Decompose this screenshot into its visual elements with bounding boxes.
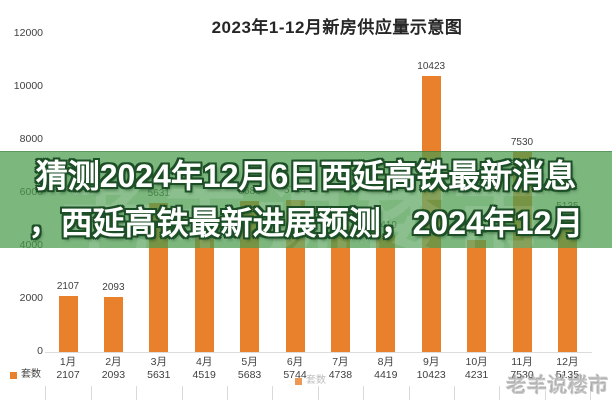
- bar-12月: [557, 216, 577, 352]
- table-column-separator: [590, 386, 592, 400]
- data-table-value: 5683: [237, 369, 262, 381]
- x-axis-label-4月: 4月: [196, 356, 213, 368]
- y-axis-tick-label: 0: [37, 345, 43, 357]
- table-column-separator: [453, 386, 455, 400]
- data-table-value: 5631: [147, 369, 171, 381]
- site-watermark: 老羊说楼市: [506, 375, 609, 397]
- x-axis-label-3月: 3月: [150, 356, 167, 368]
- table-column-separator: [226, 386, 228, 400]
- x-axis-label-6月: 6月: [286, 356, 304, 368]
- headline-line-1: 猜测2024年12月6日西延高铁最新消息: [35, 158, 577, 194]
- data-table-value: 2093: [101, 369, 126, 381]
- chart-legend-bottom: 套数: [295, 376, 326, 386]
- x-axis-label-1月: 1月: [59, 356, 77, 368]
- headline-overlay-banner: 老羊说楼市 猜测2024年12月6日西延高铁最新消息 ，西延高铁最新进展预测，2…: [0, 151, 612, 248]
- data-table-value: 4738: [328, 369, 353, 381]
- data-table-value: 5135: [555, 369, 580, 381]
- x-axis-label-10月: 10月: [465, 356, 488, 368]
- series-name-label: 套数: [21, 369, 41, 380]
- table-column-separator: [544, 386, 546, 400]
- banner-ghost-watermark: 老羊说楼市: [60, 170, 551, 248]
- data-table-value: 4231: [464, 369, 489, 381]
- chart-title: 2023年1-12月新房供应量示意图: [211, 18, 463, 37]
- bar-10月: [467, 240, 487, 352]
- table-column-separator: [408, 386, 410, 400]
- table-column-separator: [499, 386, 501, 400]
- bar-value-label: 10423: [417, 61, 446, 72]
- x-axis-label-11月: 11月: [511, 356, 533, 368]
- bar-value-label: 7530: [510, 137, 534, 148]
- table-column-separator: [363, 386, 365, 400]
- data-table-value: 2107: [56, 369, 80, 381]
- bar-2月: [103, 297, 123, 352]
- x-axis-label-9月: 9月: [423, 356, 440, 368]
- series-color-swatch: [10, 371, 17, 379]
- y-axis-tick-label: 2000: [19, 292, 43, 304]
- data-table-value: 4519: [192, 369, 216, 381]
- x-axis-label-5月: 5月: [241, 356, 258, 368]
- y-axis-tick-label: 12000: [13, 27, 43, 39]
- bar-8月: [376, 235, 396, 352]
- table-column-separator: [90, 386, 92, 400]
- y-axis-tick-label: 10000: [13, 80, 43, 92]
- y-axis-tick-label: 8000: [19, 133, 43, 145]
- legend-color-swatch: [295, 377, 302, 385]
- bar-value-label: 2093: [102, 282, 125, 293]
- table-column-separator: [45, 386, 47, 400]
- x-axis-label-8月: 8月: [377, 356, 394, 368]
- bar-value-label: 2107: [56, 281, 80, 292]
- x-axis-label-7月: 7月: [332, 356, 349, 368]
- bar-7月: [330, 226, 350, 352]
- data-table-value: 4419: [374, 369, 398, 381]
- headline-line-2: ，西延高铁最新进展预测，2024年12月: [28, 205, 584, 241]
- headline-text: 猜测2024年12月6日西延高铁最新消息 ，西延高铁最新进展预测，2024年12…: [0, 152, 612, 247]
- table-column-separator: [272, 386, 274, 400]
- legend-series-label: 套数: [306, 375, 326, 386]
- data-table-value: 10423: [416, 369, 446, 381]
- bar-4月: [194, 232, 214, 352]
- table-column-separator: [181, 386, 183, 400]
- x-axis-line: [45, 352, 592, 353]
- table-column-separator: [136, 386, 138, 400]
- x-axis-label-12月: 12月: [556, 356, 579, 368]
- x-axis-label-2月: 2月: [105, 356, 122, 368]
- data-table-value: 7530: [510, 369, 534, 381]
- table-column-separator: [317, 386, 319, 400]
- data-table-series-key: 套数: [10, 370, 41, 380]
- bar-1月: [58, 296, 78, 352]
